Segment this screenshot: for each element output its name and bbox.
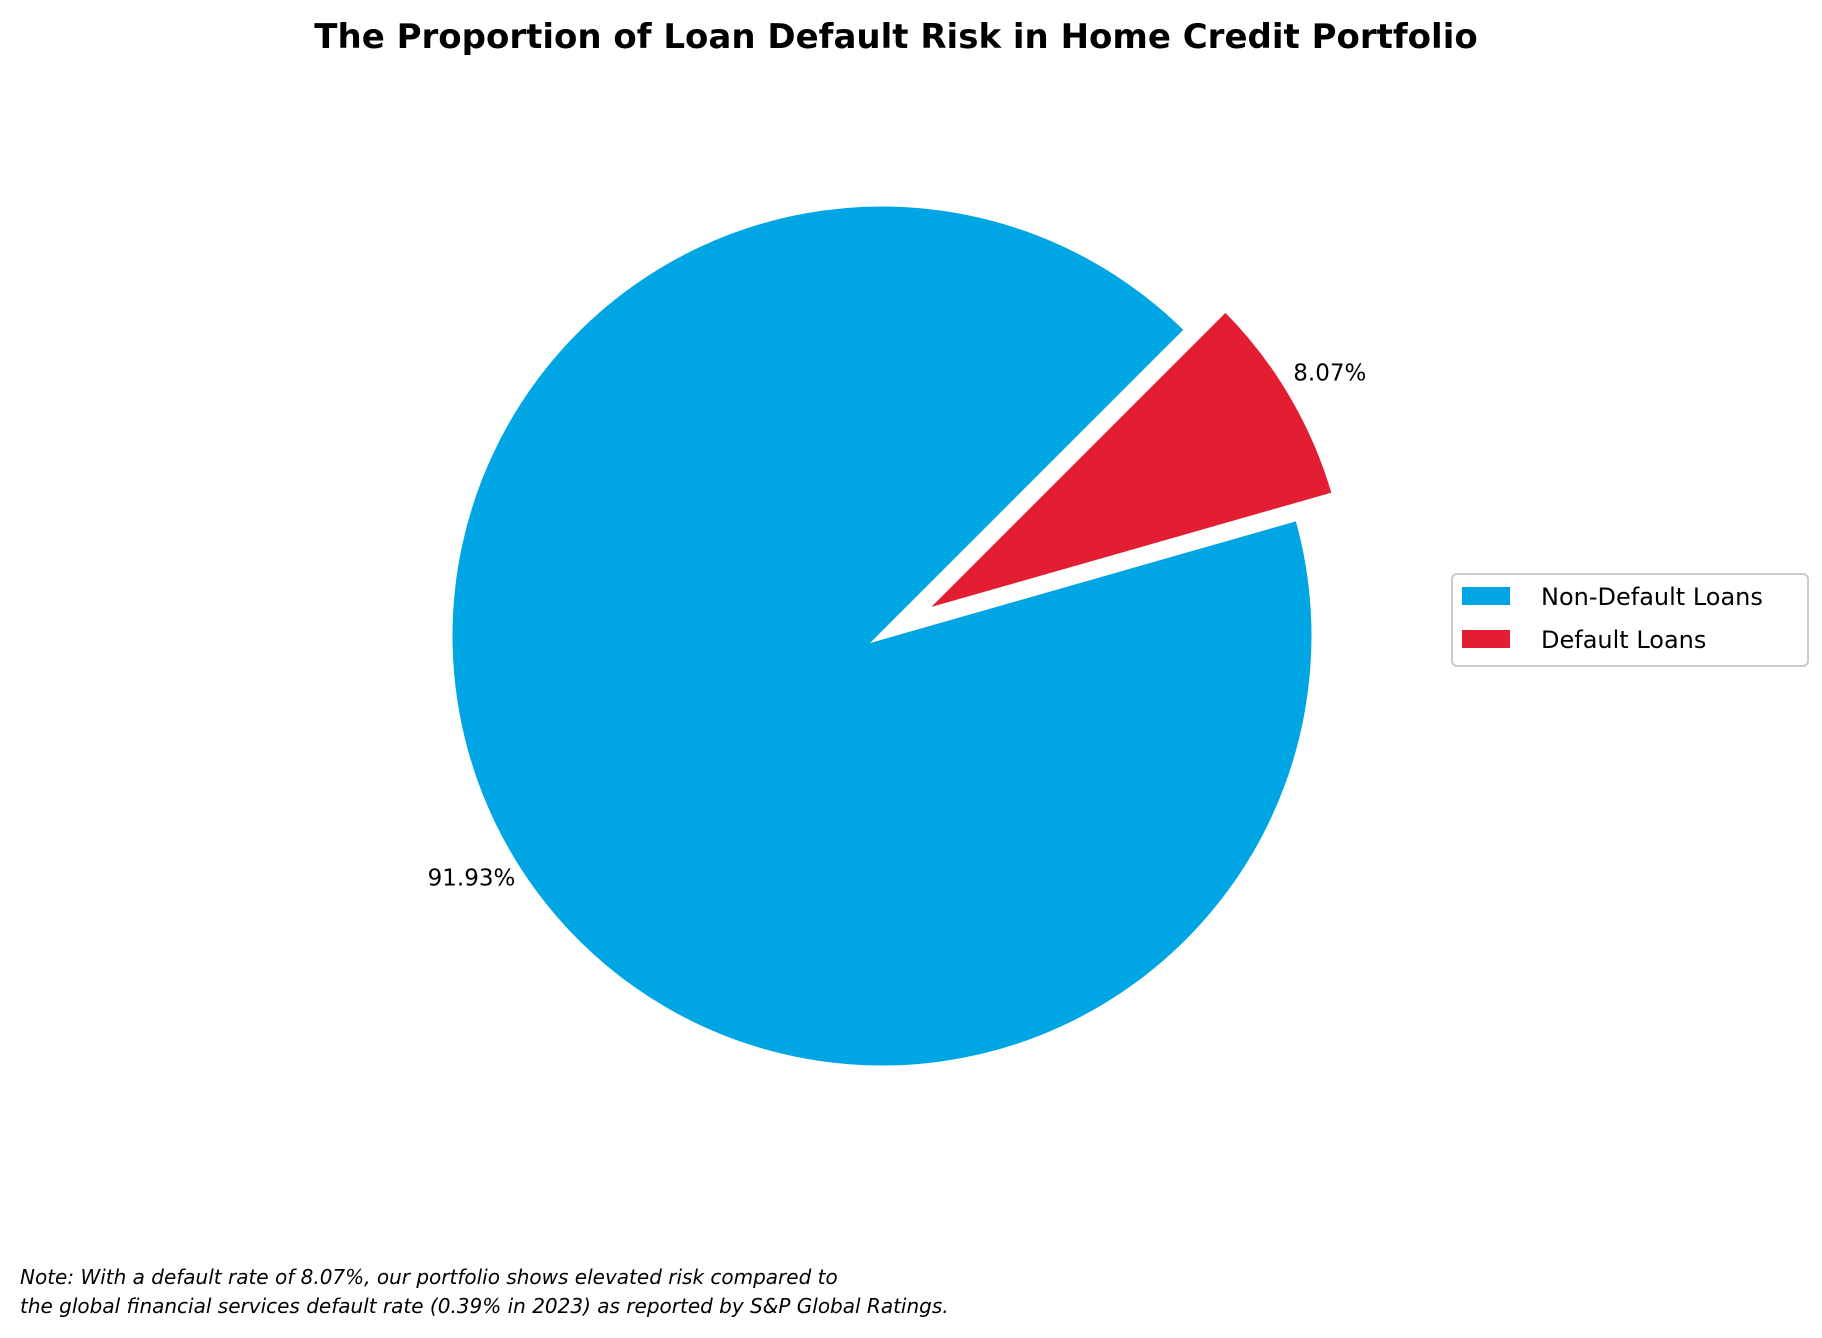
- note-line-2: the global financial services default ra…: [20, 1294, 949, 1318]
- pie-slice-default: [907, 302, 1340, 622]
- legend-swatch-non-default: [1462, 587, 1510, 605]
- pie-label-default: 8.07%: [1293, 360, 1366, 386]
- pie-slices: [445, 199, 1340, 1073]
- legend-swatch-default: [1462, 630, 1510, 648]
- chart-title: The Proportion of Loan Default Risk in H…: [314, 17, 1477, 57]
- pie-percent-labels: 91.93% 8.07%: [428, 360, 1367, 891]
- pie-slice-non-default: [445, 199, 1319, 1073]
- legend: Non-Default Loans Default Loans: [1451, 573, 1809, 667]
- legend-box: [1451, 573, 1809, 667]
- legend-label-default: Default Loans: [1541, 626, 1706, 654]
- legend-label-non-default: Non-Default Loans: [1541, 583, 1763, 611]
- pie-label-non-default: 91.93%: [428, 866, 516, 892]
- note-line-1: Note: With a default rate of 8.07%, our …: [20, 1265, 838, 1289]
